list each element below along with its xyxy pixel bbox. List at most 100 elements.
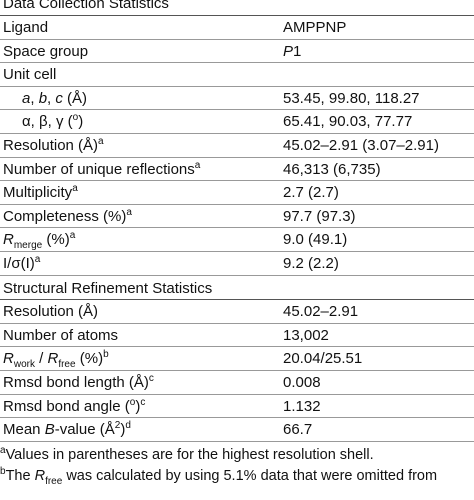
text-fragment: c (148, 373, 154, 384)
text-fragment: free (58, 359, 76, 371)
table-row: α, β, γ (o) 65.41, 90.03, 77.77 (0, 110, 474, 134)
section-title-text: Data Collection Statistics (3, 0, 169, 13)
text-fragment: a (34, 254, 41, 265)
table-row: Multiplicitya 2.7 (2.7) (0, 181, 474, 205)
text-fragment: R (3, 231, 14, 249)
text-fragment: 9.0 (49.1) (283, 231, 348, 249)
row-value: 20.04/25.51 (283, 347, 362, 371)
row-label: Space group (3, 40, 88, 64)
row-value: 2.7 (2.7) (283, 181, 339, 205)
text-fragment: I/σ(I) (3, 255, 35, 272)
text-fragment: a (98, 136, 104, 147)
row-value: 45.02–2.91 (283, 300, 358, 324)
section-title: Data Collection Statistics (0, 0, 474, 16)
text-fragment: Rmsd bond length (Å) (3, 374, 149, 391)
table-row: Completeness (%)a 97.7 (97.3) (0, 205, 474, 229)
text-fragment: Number of atoms (3, 326, 119, 344)
text-fragment: (%) (42, 231, 70, 249)
row-value: 13,002 (283, 324, 329, 348)
text-fragment: Number of unique reflections (3, 160, 195, 178)
row-label: α, β, γ (o) (22, 110, 83, 134)
text-fragment: 66.7 (283, 421, 313, 439)
table-row: Rmsd bond length (Å)c 0.008 (0, 371, 474, 395)
row-label: Unit cell (3, 63, 56, 87)
footnote: bThe Rfree was calculated by using 5.1% … (0, 466, 474, 486)
footnote: aValues in parentheses are for the highe… (0, 445, 474, 465)
text-fragment: -value (Å (54, 421, 115, 439)
text-fragment: , (47, 89, 56, 107)
text-fragment: 1 (293, 42, 302, 60)
table-row: Rwork / Rfree (%)b 20.04/25.51 (0, 347, 474, 371)
row-label: Multiplicitya (3, 181, 78, 205)
row-value: P1 (283, 40, 301, 64)
text-fragment: a (126, 206, 132, 218)
table-row: Rmsd bond angle (o)c 1.132 (0, 395, 474, 419)
text-fragment: / (34, 350, 48, 368)
table-row: Number of unique reflectionsa 46,313 (6,7… (0, 158, 474, 182)
text-fragment: , (30, 89, 39, 107)
row-label: Resolution (Å)a (3, 134, 104, 158)
text-fragment: R (34, 467, 46, 484)
text-fragment: Rmsd bond angle ( (3, 397, 130, 415)
text-fragment: o (129, 396, 136, 408)
row-label: Mean B-value (Å2)d (3, 418, 131, 442)
text-fragment: 2.7 (2.7) (283, 184, 339, 202)
text-fragment: 1.132 (283, 397, 321, 415)
section-title: Structural Refinement Statistics (0, 277, 474, 301)
row-value: 1.132 (283, 395, 321, 419)
row-value: 9.0 (49.1) (283, 228, 347, 252)
row-value: 0.008 (283, 371, 321, 395)
text-fragment: AMPPNP (283, 19, 347, 36)
row-label: Rmerge (%)a (3, 228, 75, 252)
table-row: a, b, c (Å) 53.45, 99.80, 118.27 (0, 87, 474, 111)
text-fragment: a (0, 444, 6, 456)
text-fragment: 65.41, 90.03, 77.77 (283, 113, 413, 131)
table-row: Rmerge (%)a 9.0 (49.1) (0, 228, 474, 252)
text-fragment: d (125, 420, 131, 432)
text-fragment: o (72, 112, 79, 124)
text-fragment: (Å) (62, 89, 88, 107)
text-fragment: 0.008 (283, 374, 321, 391)
row-label: Rmsd bond angle (o)c (3, 395, 145, 419)
text-fragment: a (194, 159, 201, 171)
text-fragment: Resolution (Å) (3, 303, 99, 321)
text-fragment: Ligand (3, 19, 49, 36)
text-fragment: α, β, γ ( (22, 113, 73, 131)
row-value: 45.02–2.91 (3.07–2.91) (283, 134, 439, 158)
text-fragment: a (22, 89, 31, 107)
table-row: Ligand AMPPNP (0, 16, 474, 40)
text-fragment: 45.02–2.91 (283, 303, 359, 321)
table-row: Resolution (Å)a 45.02–2.91 (3.07–2.91) (0, 134, 474, 158)
text-fragment: B (44, 421, 55, 439)
row-label: a, b, c (Å) (22, 87, 87, 111)
text-fragment: R (47, 350, 59, 368)
text-fragment: work (13, 359, 35, 371)
text-fragment: 45.02–2.91 (3.07–2.91) (283, 137, 439, 154)
row-label: Number of unique reflectionsa (3, 158, 200, 182)
text-fragment: b (103, 349, 109, 361)
row-label: Resolution (Å) (3, 300, 98, 324)
row-label: Number of atoms (3, 324, 118, 348)
text-fragment: free (45, 475, 63, 487)
text-fragment: Completeness (%) (3, 207, 127, 225)
text-fragment: (%) (75, 350, 104, 368)
section-title-text: Structural Refinement Statistics (3, 279, 213, 297)
table-row: Number of atoms 13,002 (0, 324, 474, 348)
row-value: 65.41, 90.03, 77.77 (283, 110, 412, 134)
text-fragment: Space group (3, 42, 89, 60)
row-value: 66.7 (283, 418, 312, 442)
text-fragment: 97.7 (97.3) (283, 207, 356, 225)
text-fragment: a (72, 183, 78, 195)
row-label: Rmsd bond length (Å)c (3, 371, 154, 395)
row-label: Rwork / Rfree (%)b (3, 347, 109, 371)
text-fragment: 9.2 (2.2) (283, 255, 339, 272)
text-fragment: Resolution (Å) (3, 137, 99, 154)
text-fragment: c (140, 396, 146, 408)
text-fragment: R (3, 350, 14, 368)
row-value: 9.2 (2.2) (283, 252, 339, 276)
text-fragment: ) (135, 397, 141, 415)
row-value: AMPPNP (283, 16, 346, 40)
text-fragment: Mean (3, 421, 45, 439)
text-fragment: ) (78, 113, 84, 131)
table-row: Resolution (Å) 45.02–2.91 (0, 300, 474, 324)
